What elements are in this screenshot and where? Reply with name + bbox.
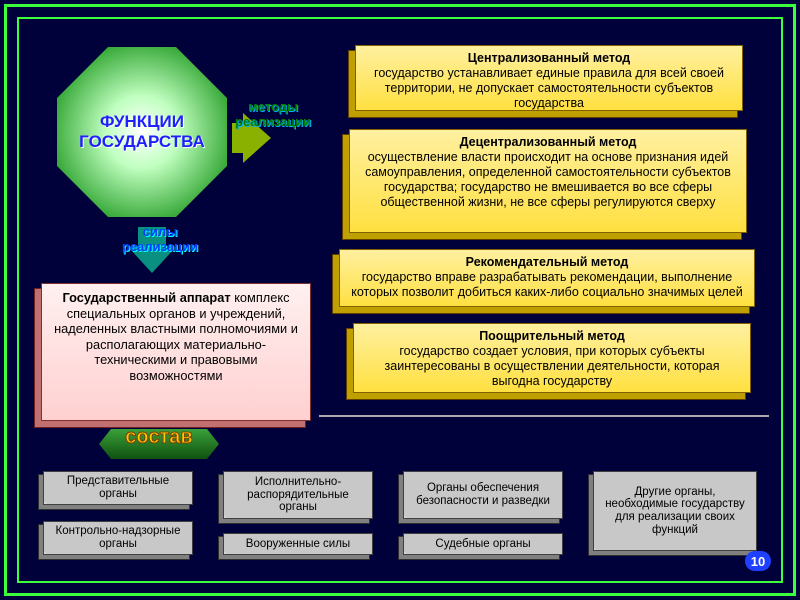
organ-executive: Исполнительно-распорядительные органы [223,471,373,519]
method-centralized-body: государство устанавливает единые правила… [366,66,732,111]
methods-label: методы реализации [235,99,311,129]
organ-security: Органы обеспечения безопасности и развед… [403,471,563,519]
diagram-content: ФУНКЦИИ ГОСУДАРСТВА методы реализации си… [27,27,773,573]
method-incentive-body: государство создает условия, при которых… [364,344,740,389]
apparat-title: Государственный аппарат [62,290,230,305]
title-line2: ГОСУДАРСТВА [79,132,205,152]
method-recommendation-title: Рекомендательный метод [350,255,744,270]
method-centralized: Централизованный метод государство устан… [355,45,743,111]
forces-label-l2: реализации [122,239,198,254]
organ-control: Контрольно-надзорные органы [43,521,193,555]
method-centralized-title: Централизованный метод [366,51,732,66]
sostav: состав [99,429,219,459]
title-line1: ФУНКЦИИ [100,112,184,132]
organ-other: Другие органы, необходимые государству д… [593,471,757,551]
divider [319,415,769,417]
method-recommendation: Рекомендательный метод государство вправ… [339,249,755,307]
organ-representative: Представительные органы [43,471,193,505]
methods-label-l2: реализации [235,114,311,129]
sostav-label: состав [99,426,219,449]
forces-label-l1: силы [122,224,198,239]
method-incentive-title: Поощрительный метод [364,329,740,344]
method-decentralized: Децентрализованный метод осуществление в… [349,129,747,233]
inner-frame: ФУНКЦИИ ГОСУДАРСТВА методы реализации си… [17,17,783,583]
method-incentive: Поощрительный метод государство создает … [353,323,751,393]
page-number: 10 [745,551,771,571]
forces-label: силы реализации [122,224,198,254]
methods-label-l1: методы [235,99,311,114]
organ-judicial: Судебные органы [403,533,563,555]
method-decentralized-title: Децентрализованный метод [360,135,736,150]
method-recommendation-body: государство вправе разрабатывать рекомен… [350,270,744,300]
organ-armed-forces: Вооруженные силы [223,533,373,555]
method-decentralized-body: осуществление власти происходит на основ… [360,150,736,210]
apparat-box: Государственный аппарат комплекс специал… [41,283,311,421]
outer-frame: ФУНКЦИИ ГОСУДАРСТВА методы реализации си… [4,4,796,596]
title-octagon: ФУНКЦИИ ГОСУДАРСТВА [57,47,227,217]
